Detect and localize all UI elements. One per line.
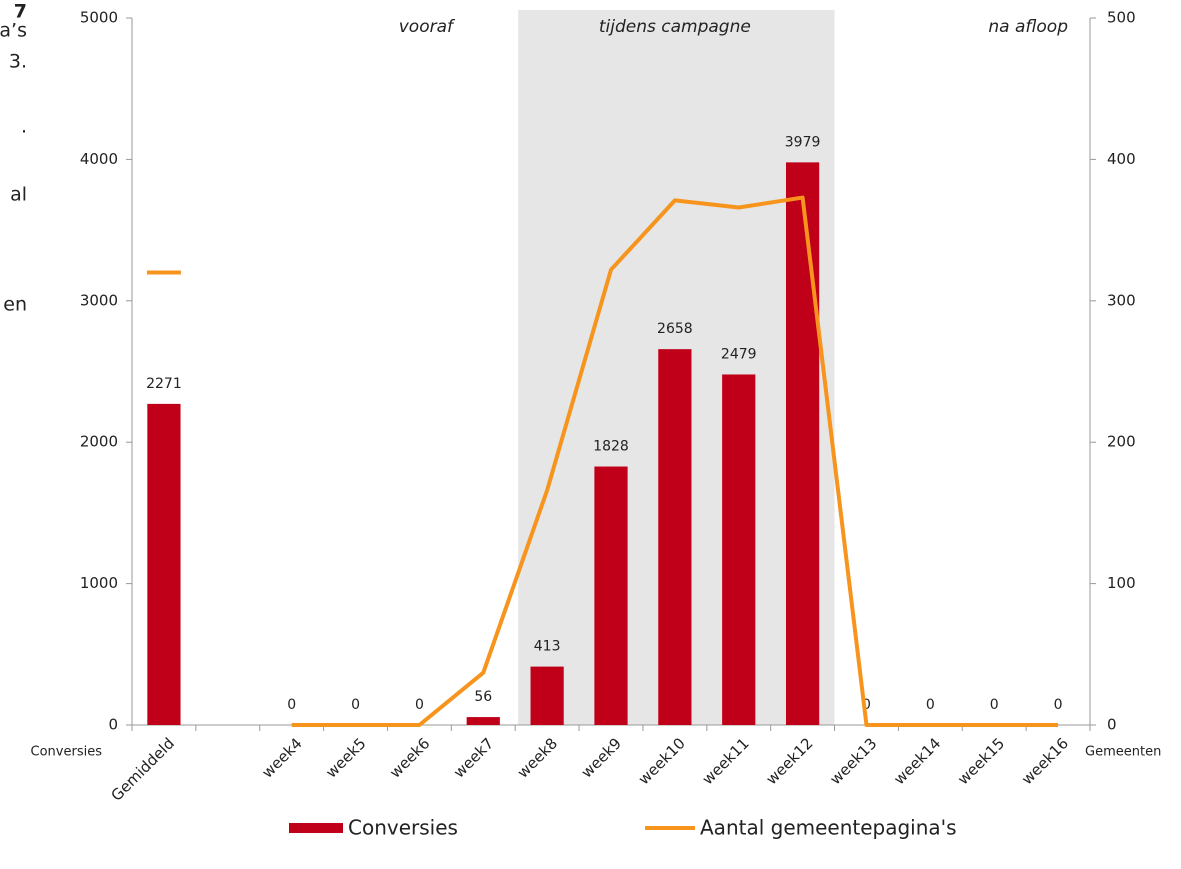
value-label: 0	[926, 697, 935, 713]
sidebar-text: al	[10, 184, 27, 206]
bar	[658, 349, 692, 725]
y-tick-label: 3000	[80, 291, 118, 309]
sidebar-text: en	[3, 294, 27, 316]
x-tick-label: week16	[1018, 734, 1072, 788]
x-tick-label: week13	[826, 734, 880, 788]
legend-label: Conversies	[348, 816, 458, 840]
y-tick-label: 2000	[80, 433, 118, 451]
annotation: tijdens campagne	[599, 17, 751, 37]
value-label: 413	[534, 639, 561, 655]
value-label: 2658	[657, 321, 693, 337]
annotation: vooraf	[399, 17, 456, 37]
x-tick-label: week7	[450, 734, 497, 781]
y2-axis-label: Gemeenten	[1085, 745, 1161, 760]
bar	[466, 717, 500, 725]
value-label: 0	[862, 697, 871, 713]
y-tick-label: 5000	[80, 9, 118, 27]
y2-tick-label: 0	[1107, 716, 1117, 734]
annotation: na afloop	[988, 17, 1068, 37]
x-tick-label: week10	[635, 734, 689, 788]
x-tick-label: week4	[258, 734, 305, 781]
sidebar-text: 3.	[9, 51, 27, 73]
y-tick-label: 1000	[80, 574, 118, 592]
x-tick-label: week15	[954, 734, 1008, 788]
x-tick-label: week11	[699, 734, 753, 788]
legend-label: Aantal gemeentepagina's	[700, 816, 957, 840]
sidebar-text: .	[21, 116, 27, 138]
bar	[530, 666, 564, 725]
line	[146, 195, 1059, 727]
x-tick-label: week8	[514, 734, 561, 781]
x-tick-label: week14	[890, 734, 944, 788]
y2-tick-label: 500	[1107, 9, 1136, 27]
x-tick-label: week9	[578, 734, 625, 781]
x-tick-label: Gemiddeld	[108, 734, 178, 804]
y-tick-label: 4000	[80, 150, 118, 168]
bar	[594, 466, 628, 725]
y-tick-label: 0	[108, 716, 118, 734]
y-axis-label: Conversies	[31, 745, 103, 760]
x-tick-label: week12	[763, 734, 817, 788]
bar	[785, 162, 820, 726]
sidebar-text: 7	[14, 1, 27, 23]
value-label: 1828	[593, 439, 629, 455]
value-label: 3979	[785, 134, 821, 150]
bar	[722, 374, 756, 725]
value-label: 56	[474, 689, 492, 705]
value-label: 2271	[146, 376, 182, 392]
y2-tick-label: 100	[1107, 574, 1136, 592]
y2-tick-label: 400	[1107, 150, 1136, 168]
value-label: 2479	[721, 346, 757, 362]
y2-tick-label: 200	[1107, 433, 1136, 451]
value-label: 0	[415, 697, 424, 713]
value-label: 0	[287, 697, 296, 713]
sidebar-text: a’s	[0, 20, 27, 42]
x-tick-label: week6	[386, 734, 433, 781]
legend-swatch	[289, 823, 343, 833]
value-label: 0	[1054, 697, 1063, 713]
value-label: 0	[351, 697, 360, 713]
value-label: 0	[990, 697, 999, 713]
y2-tick-label: 300	[1107, 291, 1136, 309]
bar	[147, 403, 181, 725]
x-tick-label: week5	[322, 734, 369, 781]
